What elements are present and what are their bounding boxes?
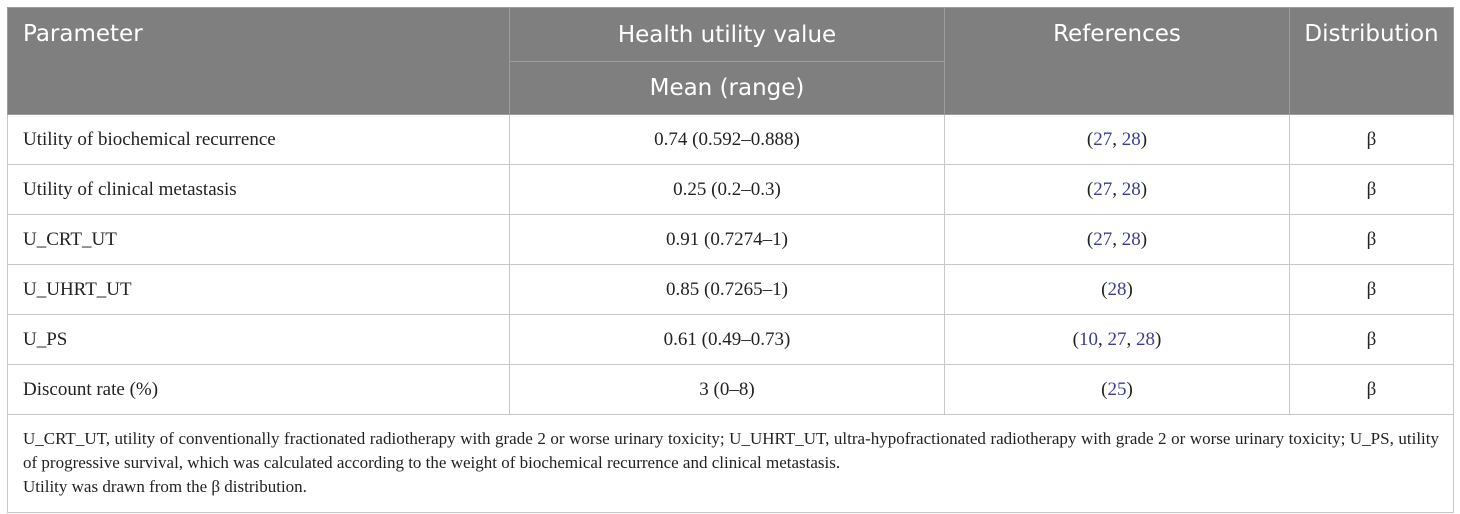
cell-references: (27, 28) — [944, 114, 1290, 165]
utility-table-container: Parameter Health utility value Reference… — [7, 7, 1454, 513]
ref-open-paren: ( — [1086, 178, 1094, 200]
ref-open-paren: ( — [1086, 128, 1094, 150]
table-body: Utility of biochemical recurrence 0.74 (0… — [7, 114, 1454, 415]
cell-value: 0.61 (0.49–0.73) — [509, 314, 945, 365]
cell-references: (27, 28) — [944, 214, 1290, 265]
cell-parameter: U_UHRT_UT — [7, 264, 510, 315]
cell-references: (27, 28) — [944, 164, 1290, 215]
cell-value: 0.85 (0.7265–1) — [509, 264, 945, 315]
reference-link[interactable]: 28 — [1107, 278, 1127, 300]
ref-open-paren: ( — [1101, 278, 1108, 300]
table-row: Utility of biochemical recurrence 0.74 (0… — [7, 114, 1454, 165]
cell-references: (28) — [944, 264, 1290, 315]
cell-parameter: U_CRT_UT — [7, 214, 510, 265]
table-footer: U_CRT_UT, utility of conventionally frac… — [7, 414, 1454, 513]
table-row: Discount rate (%) 3 (0–8) (25) β — [7, 364, 1454, 415]
cell-distribution: β — [1289, 364, 1454, 415]
reference-link[interactable]: 27 — [1093, 178, 1113, 200]
cell-distribution: β — [1289, 114, 1454, 165]
cell-distribution: β — [1289, 164, 1454, 215]
cell-parameter: Discount rate (%) — [7, 364, 510, 415]
ref-open-paren: ( — [1101, 378, 1108, 400]
ref-close-paren: ) — [1140, 128, 1148, 150]
ref-close-paren: ) — [1126, 278, 1133, 300]
reference-link[interactable]: 27 — [1093, 128, 1113, 150]
cell-value: 3 (0–8) — [509, 364, 945, 415]
footnote-abbreviations: U_CRT_UT, utility of conventionally frac… — [23, 429, 1439, 472]
header-mean-range: Mean (range) — [509, 61, 945, 115]
reference-link[interactable]: 27 — [1107, 328, 1127, 350]
reference-link[interactable]: 10 — [1079, 328, 1098, 350]
footnote-distribution-note: Utility was drawn from the β distributio… — [23, 477, 307, 496]
cell-references: (10, 27, 28) — [944, 314, 1290, 365]
cell-value: 0.25 (0.2–0.3) — [509, 164, 945, 215]
footnote-cell: U_CRT_UT, utility of conventionally frac… — [7, 414, 1454, 513]
table-row: Utility of clinical metastasis 0.25 (0.2–… — [7, 164, 1454, 215]
cell-references: (25) — [944, 364, 1290, 415]
table-row: U_PS 0.61 (0.49–0.73) (10, 27, 28) β — [7, 314, 1454, 365]
cell-distribution: β — [1289, 214, 1454, 265]
ref-close-paren: ) — [1140, 178, 1148, 200]
table-row: U_UHRT_UT 0.85 (0.7265–1) (28) β — [7, 264, 1454, 315]
reference-link[interactable]: 27 — [1093, 228, 1113, 250]
cell-parameter: Utility of clinical metastasis — [7, 164, 510, 215]
cell-value: 0.91 (0.7274–1) — [509, 214, 945, 265]
table-header: Parameter Health utility value Reference… — [7, 7, 1454, 115]
ref-close-paren: ) — [1126, 378, 1133, 400]
ref-open-paren: ( — [1086, 228, 1094, 250]
reference-link[interactable]: 25 — [1107, 378, 1127, 400]
ref-close-paren: ) — [1140, 228, 1148, 250]
cell-value: 0.74 (0.592–0.888) — [509, 114, 945, 165]
health-utility-table: Parameter Health utility value Reference… — [7, 7, 1454, 513]
ref-close-paren: ) — [1155, 328, 1162, 350]
cell-distribution: β — [1289, 314, 1454, 365]
reference-link[interactable]: 28 — [1136, 328, 1155, 350]
reference-link[interactable]: 28 — [1121, 228, 1141, 250]
cell-distribution: β — [1289, 264, 1454, 315]
header-health-utility-value: Health utility value — [509, 7, 945, 62]
table-row: U_CRT_UT 0.91 (0.7274–1) (27, 28) β — [7, 214, 1454, 265]
header-references: References — [944, 7, 1290, 115]
header-distribution: Distribution — [1289, 7, 1454, 115]
cell-parameter: U_PS — [7, 314, 510, 365]
reference-link[interactable]: 28 — [1121, 178, 1141, 200]
header-parameter: Parameter — [7, 7, 510, 115]
cell-parameter: Utility of biochemical recurrence — [7, 114, 510, 165]
reference-link[interactable]: 28 — [1121, 128, 1141, 150]
ref-open-paren: ( — [1072, 328, 1079, 350]
